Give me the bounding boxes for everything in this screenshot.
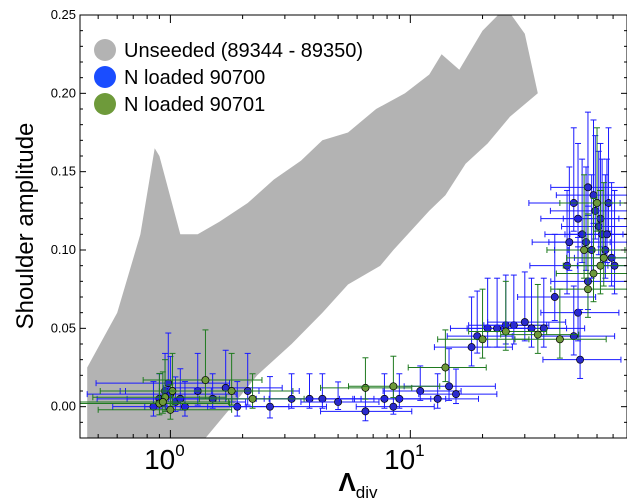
series-90700-marker bbox=[361, 407, 370, 416]
series-90701-point bbox=[468, 280, 548, 351]
series-90701-point bbox=[158, 352, 294, 406]
series-90700-marker bbox=[565, 238, 574, 247]
series-90700-point bbox=[207, 376, 327, 419]
x-tick-exponent: 0 bbox=[175, 441, 184, 460]
series-90700-marker bbox=[520, 318, 529, 327]
x-axis-label-main: Λ bbox=[338, 467, 356, 497]
series-90701-marker bbox=[227, 387, 236, 395]
legend-entry-3: N loaded 90701 bbox=[94, 93, 265, 116]
series-90701-marker bbox=[248, 394, 257, 403]
series-90700-point bbox=[536, 285, 616, 356]
series-90701-marker bbox=[478, 335, 487, 344]
series-90701-point bbox=[80, 371, 230, 414]
series-90700-marker bbox=[569, 332, 578, 341]
legend-marker bbox=[94, 93, 116, 115]
series-90700-point bbox=[399, 373, 480, 409]
series-90700-point bbox=[542, 309, 622, 379]
x-axis-label-subscript: div bbox=[356, 483, 378, 500]
series-90700-marker bbox=[550, 293, 559, 301]
unseeded-band-layer bbox=[87, 15, 538, 438]
series-90700-marker bbox=[445, 382, 453, 391]
series-90701-marker bbox=[596, 261, 605, 270]
series-90700-marker bbox=[576, 355, 585, 364]
series-90700-marker bbox=[334, 398, 343, 406]
series-90700-marker bbox=[467, 343, 476, 352]
series-90700-point bbox=[528, 127, 621, 232]
y-axis-label: Shoulder amplitude bbox=[12, 123, 39, 330]
series-90700-marker bbox=[589, 191, 598, 200]
series-90700-point bbox=[531, 166, 611, 271]
series-90700-point bbox=[418, 368, 498, 405]
series-90700-point bbox=[569, 158, 627, 264]
series-90701-point bbox=[500, 283, 580, 354]
unseeded-band bbox=[87, 15, 538, 438]
series-90701-point bbox=[562, 189, 627, 295]
series-90701-marker bbox=[599, 253, 608, 262]
legend: Unseeded (89344 - 89350) N loaded 90700 N … bbox=[94, 39, 363, 116]
plot-frame bbox=[79, 14, 627, 439]
series-90700-point bbox=[449, 277, 529, 348]
series-90701-marker bbox=[166, 405, 175, 414]
series-90700-marker bbox=[318, 394, 327, 403]
series-90700-marker bbox=[591, 206, 600, 215]
y-tick-label: 0.20 bbox=[51, 85, 76, 100]
series-90701-point bbox=[546, 174, 626, 279]
series-90700-marker bbox=[603, 230, 611, 239]
series-90701-marker bbox=[584, 285, 592, 294]
x-tick-exponent: 1 bbox=[415, 441, 424, 460]
series-90700-point bbox=[403, 348, 496, 401]
series-90701-point bbox=[559, 127, 627, 232]
series-90701-point bbox=[348, 355, 441, 399]
series-90700-point bbox=[550, 111, 627, 217]
legend-marker bbox=[94, 66, 116, 88]
x-tick-label: 101 bbox=[384, 441, 425, 475]
x-tick-label: 100 bbox=[144, 441, 185, 475]
legend-entry-1: Unseeded (89344 - 89350) bbox=[94, 39, 363, 62]
series-90700-marker bbox=[493, 324, 502, 333]
series-90701-marker bbox=[555, 335, 564, 344]
y-tick-label: 0.10 bbox=[51, 242, 76, 257]
series-90701-marker bbox=[580, 246, 589, 254]
y-tick-label: 0.15 bbox=[51, 164, 76, 179]
series-90700-marker bbox=[433, 394, 442, 403]
legend-marker bbox=[94, 39, 116, 61]
series-90701-marker bbox=[201, 376, 210, 384]
series-90701-point bbox=[142, 329, 263, 400]
series-90700-marker bbox=[509, 321, 518, 330]
series-90701-point bbox=[437, 288, 530, 359]
legend-label: Unseeded (89344 - 89350) bbox=[124, 40, 363, 62]
series-90701-point bbox=[514, 288, 607, 359]
series-90700-point bbox=[517, 233, 597, 321]
series-90701-marker bbox=[158, 398, 167, 406]
y-tick-label: 0.00 bbox=[51, 399, 76, 414]
series-90701-marker bbox=[441, 363, 450, 372]
series-90701-point bbox=[566, 182, 627, 287]
series-90700-marker bbox=[266, 402, 274, 411]
series-90701-point bbox=[198, 373, 305, 409]
series-90701-point bbox=[320, 357, 413, 400]
series-90701-marker bbox=[593, 199, 601, 207]
x-axis-label: Λdiv bbox=[338, 467, 378, 500]
series-90700-marker bbox=[416, 387, 425, 395]
series-90700-marker bbox=[452, 390, 460, 399]
y-tick-label: 0.05 bbox=[51, 320, 76, 335]
series-90700-marker bbox=[594, 222, 603, 231]
series-90701-point bbox=[407, 329, 487, 383]
legend-label: N loaded 90700 bbox=[124, 67, 265, 89]
series-90700-marker bbox=[584, 183, 592, 192]
series-90701-marker bbox=[589, 269, 598, 278]
legend-entry-2: N loaded 90700 bbox=[94, 66, 265, 89]
series-90701-marker bbox=[533, 330, 542, 339]
series-90701-marker bbox=[501, 327, 510, 336]
data-points-layer bbox=[80, 111, 627, 422]
series-90700-point bbox=[487, 271, 567, 342]
series-90701-marker bbox=[361, 383, 370, 392]
legend-label: N loaded 90701 bbox=[124, 94, 265, 116]
y-tick-label: 0.25 bbox=[51, 7, 76, 22]
series-90700-marker bbox=[389, 402, 398, 411]
series-90701-marker bbox=[389, 382, 398, 391]
